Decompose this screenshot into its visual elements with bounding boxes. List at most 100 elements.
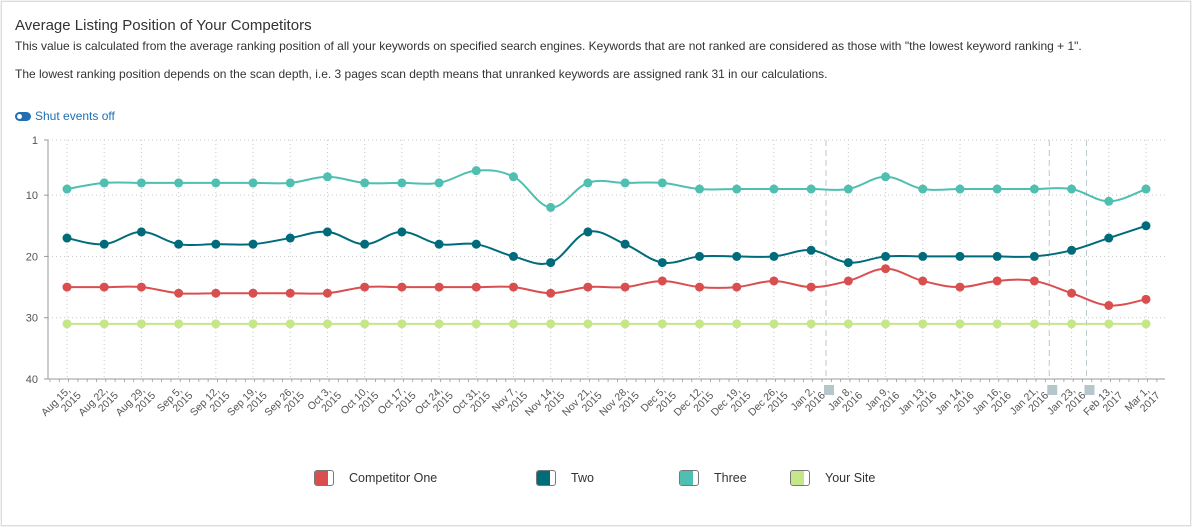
data-point-three	[508, 172, 518, 182]
data-point-two	[992, 251, 1002, 261]
x-tick-label-group: Oct 17,2015	[376, 385, 419, 417]
data-point-three	[397, 178, 407, 188]
data-point-two	[360, 239, 370, 249]
data-point-three	[136, 178, 146, 188]
x-tick-label-group: Nov 7,2015	[490, 385, 531, 415]
data-point-three	[434, 178, 444, 188]
data-point-competitor-one	[1029, 276, 1039, 286]
x-tick-label-group: Jan 9,2016	[863, 385, 902, 415]
data-point-competitor-one	[99, 282, 109, 292]
data-point-competitor-one	[360, 282, 370, 292]
x-tick-label-group: Dec 26,2015	[746, 385, 791, 419]
chart-description: This value is calculated from the averag…	[15, 39, 1082, 53]
data-point-three	[657, 178, 667, 188]
data-point-three	[62, 184, 72, 194]
data-point-two	[174, 239, 184, 249]
data-point-two	[136, 227, 146, 237]
data-point-competitor-one	[1141, 294, 1151, 304]
data-point-competitor-one	[546, 288, 556, 298]
data-point-competitor-one	[508, 282, 518, 292]
y-tick-label: 20	[26, 251, 38, 263]
data-point-competitor-one	[211, 288, 221, 298]
x-tick-label-group: Sep 26,2015	[262, 385, 307, 419]
legend-item-three[interactable]: Three	[679, 470, 747, 486]
x-tick-label-group: Oct 24,2015	[413, 385, 456, 417]
data-point-two	[508, 251, 518, 261]
data-point-your-site	[136, 319, 146, 329]
x-tick-label-group: Sep 5,2015	[155, 385, 196, 415]
shut-events-label: Shut events off	[35, 109, 115, 123]
data-point-your-site	[695, 319, 705, 329]
x-tick-label-group: Jan 16,2016	[970, 385, 1014, 418]
data-point-three	[806, 184, 816, 194]
data-point-three	[285, 178, 295, 188]
data-point-your-site	[992, 319, 1002, 329]
data-point-three	[546, 202, 556, 212]
data-point-competitor-one	[285, 288, 295, 298]
data-point-your-site	[211, 319, 221, 329]
data-point-two	[620, 239, 630, 249]
series-line-two	[66, 224, 1147, 265]
data-point-your-site	[546, 319, 556, 329]
data-point-two	[583, 227, 593, 237]
legend-item-two[interactable]: Two	[536, 470, 594, 486]
data-point-two	[434, 239, 444, 249]
data-point-two	[322, 227, 332, 237]
data-point-your-site	[732, 319, 742, 329]
event-flag-icon	[1084, 385, 1095, 395]
legend-swatch-icon	[314, 470, 334, 486]
x-tick-label-group: Mar 1,2017	[1123, 385, 1163, 415]
data-point-your-site	[174, 319, 184, 329]
data-point-your-site	[508, 319, 518, 329]
data-point-two	[843, 258, 853, 268]
scan-depth-note: The lowest ranking position depends on t…	[15, 67, 828, 81]
data-point-your-site	[583, 319, 593, 329]
data-point-competitor-one	[583, 282, 593, 292]
data-point-competitor-one	[695, 282, 705, 292]
data-point-three	[732, 184, 742, 194]
data-point-your-site	[881, 319, 891, 329]
legend-label: Competitor One	[349, 471, 438, 485]
legend-item-competitor-one[interactable]: Competitor One	[314, 470, 437, 486]
data-point-competitor-one	[657, 276, 667, 286]
data-point-three	[99, 178, 109, 188]
data-point-three	[843, 184, 853, 194]
data-point-two	[248, 239, 258, 249]
y-tick-label: 40	[26, 374, 38, 386]
legend-swatch-icon	[679, 470, 699, 486]
x-tick-label-group: Aug 15,2015	[39, 385, 84, 419]
x-tick-label-group: Jan 21,2016	[1008, 385, 1052, 418]
data-point-two	[99, 239, 109, 249]
data-point-your-site	[434, 319, 444, 329]
x-tick-label-group: Sep 19,2015	[225, 385, 270, 419]
legend-item-your-site[interactable]: Your Site	[790, 470, 875, 486]
data-point-two	[285, 233, 295, 243]
data-point-your-site	[918, 319, 928, 329]
data-point-your-site	[248, 319, 258, 329]
data-point-competitor-one	[843, 276, 853, 286]
data-point-two	[955, 251, 965, 261]
data-point-three	[322, 172, 332, 182]
data-point-two	[769, 251, 779, 261]
x-tick-label-group: Oct 10,2015	[338, 385, 381, 417]
data-point-your-site	[657, 319, 667, 329]
data-point-your-site	[322, 319, 332, 329]
y-tick-label: 10	[26, 190, 38, 202]
data-point-your-site	[285, 319, 295, 329]
data-point-two	[62, 233, 72, 243]
x-tick-label-group: Jan 14,2016	[933, 385, 977, 418]
event-flag-icon	[824, 385, 835, 395]
data-point-competitor-one	[881, 264, 891, 274]
data-point-your-site	[1067, 319, 1077, 329]
series-line-competitor-one	[67, 267, 1147, 307]
legend-label: Two	[571, 471, 594, 485]
data-point-your-site	[955, 319, 965, 329]
data-point-your-site	[769, 319, 779, 329]
shut-events-toggle[interactable]: Shut events off	[15, 109, 115, 123]
data-point-two	[397, 227, 407, 237]
data-point-competitor-one	[732, 282, 742, 292]
data-point-three	[248, 178, 258, 188]
x-tick-label-group: Dec 12,2015	[672, 385, 717, 419]
data-point-your-site	[360, 319, 370, 329]
data-point-competitor-one	[174, 288, 184, 298]
